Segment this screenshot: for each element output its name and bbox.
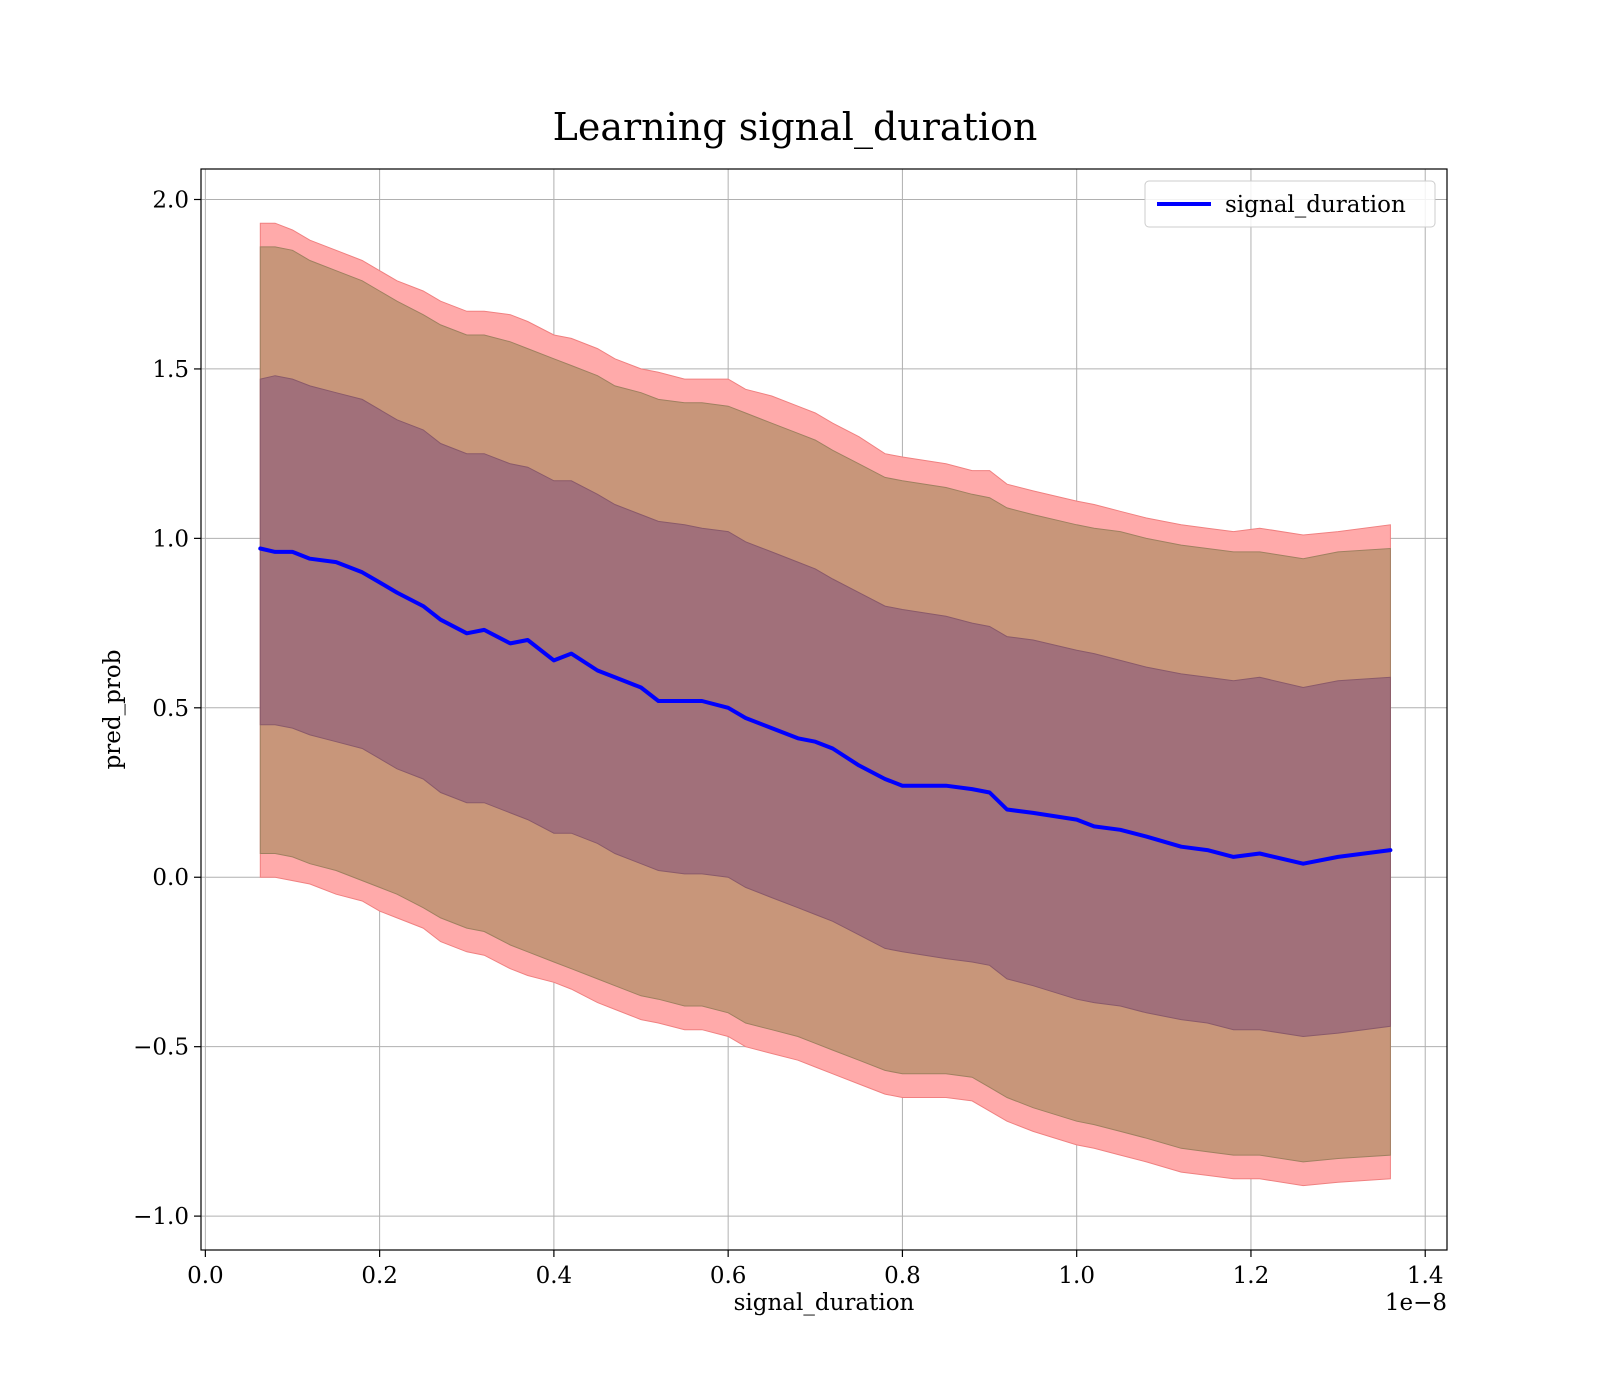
x-axis-label: signal_duration (734, 1290, 915, 1316)
x-tick-label: 0.6 (710, 1263, 747, 1289)
y-axis-label: pred_prob (100, 650, 126, 770)
legend-box (1144, 180, 1436, 228)
x-axis: 0.0 0.2 0.4 0.6 0.8 1.0 1.2 1.4 (187, 1250, 1444, 1289)
chart-title: Learning signal_duration (553, 105, 1038, 150)
series-lines (258, 546, 1393, 866)
y-tick-label: −1.0 (133, 1204, 189, 1230)
legend: signal_duration (1144, 180, 1436, 228)
x-tick-label: 0.8 (884, 1263, 921, 1289)
x-tick-label: 0.0 (187, 1263, 224, 1289)
x-axis-offset-label: 1e−8 (1385, 1290, 1447, 1316)
x-tick-label: 1.4 (1407, 1263, 1444, 1289)
y-tick-label: 1.0 (152, 526, 189, 552)
y-axis: −1.0 −0.5 0.0 0.5 1.0 1.5 2.0 (133, 187, 201, 1230)
legend-label-signal-duration: signal_duration (1225, 192, 1406, 218)
y-tick-label: 1.5 (152, 357, 189, 383)
series-line-signal-duration (258, 546, 1393, 866)
y-tick-label: 0.5 (152, 696, 189, 722)
confidence-bands (259, 222, 1391, 1187)
y-tick-label: −0.5 (133, 1035, 189, 1061)
plot-frame (200, 168, 1448, 1251)
y-tick-label: 2.0 (152, 187, 189, 213)
plot-area (201, 169, 1447, 1250)
y-tick-label: 0.0 (152, 865, 189, 891)
x-tick-label: 1.2 (1233, 1263, 1270, 1289)
x-tick-label: 1.0 (1058, 1263, 1095, 1289)
x-tick-label: 0.2 (361, 1263, 398, 1289)
inner-confidence-band (259, 375, 1391, 1038)
x-tick-label: 0.4 (536, 1263, 573, 1289)
